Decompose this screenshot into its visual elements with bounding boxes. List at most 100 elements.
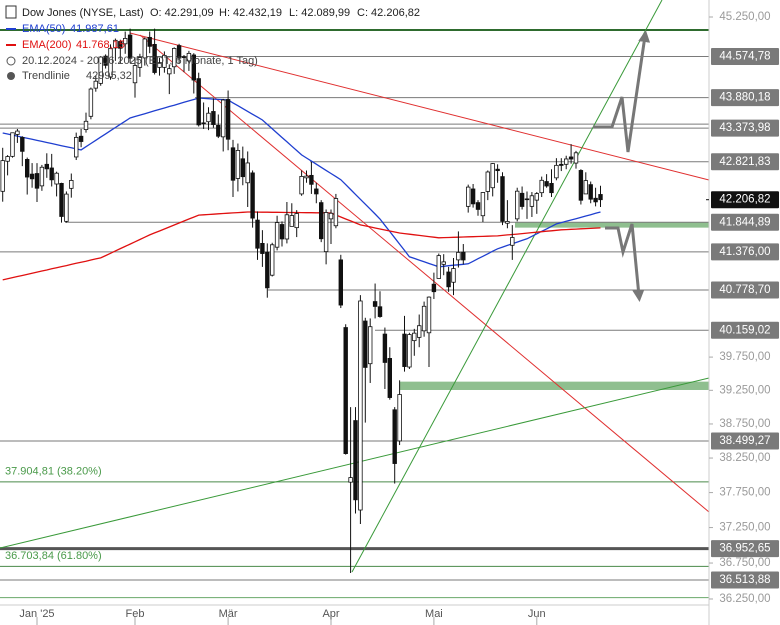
- candle-body: [186, 52, 192, 62]
- x-tick-label: Mär: [219, 608, 238, 620]
- trendline-name: Trendlinie: [22, 70, 70, 82]
- candle-body: [152, 43, 157, 73]
- candle-body: [191, 54, 196, 81]
- candle-body: [78, 135, 84, 142]
- candle-body: [83, 120, 89, 130]
- price-label: 43.880,18: [719, 92, 770, 104]
- x-tick-label: Apr: [322, 608, 339, 620]
- candle-body: [265, 251, 270, 289]
- candle-body: [461, 251, 466, 261]
- x-tick-label: Jan '25: [19, 608, 54, 620]
- candle-body: [260, 242, 265, 254]
- candle-body: [412, 332, 417, 342]
- trendline: [351, 0, 663, 573]
- legend-ema200-value: 41.768,15: [76, 39, 125, 51]
- candle-body: [328, 212, 334, 220]
- price-label: 36.513,88: [719, 574, 770, 586]
- candle-body: [274, 222, 280, 248]
- candle-body: [132, 65, 138, 84]
- price-label-box: [711, 571, 779, 589]
- candle-body: [142, 38, 147, 59]
- price-label-box: [711, 281, 779, 299]
- candle-body: [519, 192, 525, 207]
- candle-body: [15, 130, 20, 135]
- candle-body: [49, 167, 54, 181]
- fib-label: 36.703,84 (61.80%): [5, 550, 102, 562]
- candle-body: [284, 214, 290, 240]
- price-label-box: [711, 119, 779, 137]
- candle-body: [510, 237, 515, 246]
- y-tick-label: 45.250,00: [719, 11, 770, 23]
- candle-body: [578, 170, 584, 201]
- candle-body: [304, 175, 309, 179]
- candle-body: [5, 156, 10, 162]
- candle-body: [358, 300, 363, 511]
- ema-line: [2, 97, 601, 268]
- candle-body: [554, 164, 559, 179]
- y-tick-label: 36.250,00: [719, 593, 770, 605]
- candle-body: [387, 358, 392, 398]
- candle-body: [402, 333, 407, 367]
- period-icon: [6, 56, 16, 66]
- candle-body: [559, 163, 564, 166]
- candle-body: [235, 150, 241, 179]
- trendline-icon: [7, 72, 15, 80]
- ohlc-high: H: 42.432,19: [219, 7, 282, 19]
- ohlc-low: L: 42.089,99: [289, 7, 350, 19]
- candle-body: [323, 212, 329, 253]
- candle-body: [549, 182, 554, 194]
- candle-body: [441, 261, 446, 265]
- zone: [400, 381, 709, 390]
- candle-body: [59, 182, 64, 217]
- candle-body: [147, 36, 152, 47]
- candle-body: [407, 334, 412, 368]
- candle-body: [490, 163, 495, 189]
- candle-body: [10, 132, 15, 157]
- candle-body: [225, 99, 231, 140]
- price-label: 40.159,02: [719, 324, 770, 336]
- candle-body: [333, 198, 339, 227]
- candle-body: [515, 190, 520, 220]
- candle-body: [181, 56, 187, 58]
- price-label-box: [711, 432, 779, 450]
- ohlc-close: C: 42.206,82: [357, 7, 420, 19]
- candle-body: [382, 333, 388, 363]
- candle-body: [269, 244, 275, 276]
- y-tick-label: 39.750,00: [719, 351, 770, 363]
- candle-body: [480, 192, 486, 217]
- price-label: 43.373,98: [719, 122, 770, 134]
- y-tick-label: 37.750,00: [719, 487, 770, 499]
- x-tick-label: Feb: [126, 608, 145, 620]
- price-label-box: [711, 321, 779, 339]
- candle-body: [568, 156, 574, 160]
- instrument-icon: [5, 5, 17, 19]
- candle-body: [573, 152, 579, 164]
- candle-body: [118, 41, 123, 49]
- candle-body: [137, 57, 143, 68]
- period: 20.12.2024 - 20.06.2025 (EDT, 6 Monate, …: [22, 55, 258, 67]
- candle-body: [500, 176, 505, 222]
- ohlc-open: O: 42.291,09: [150, 7, 214, 19]
- candle-body: [34, 173, 40, 189]
- instrument-title: Dow Jones (NYSE, Last): [22, 7, 144, 19]
- candle-body: [206, 112, 211, 123]
- price-label: 42.821,83: [719, 156, 770, 168]
- candle-body: [524, 198, 530, 201]
- candle-body: [598, 194, 603, 201]
- price-label-box: [711, 540, 779, 558]
- candle-body: [505, 221, 510, 224]
- candle-body: [309, 174, 314, 185]
- trendline-value: 42995,32: [86, 70, 132, 82]
- candle-body: [113, 39, 118, 49]
- candle-body: [318, 202, 324, 240]
- candle-body: [539, 179, 544, 194]
- candle-body: [372, 301, 378, 307]
- candle-body: [157, 62, 162, 68]
- price-label-box: [711, 47, 779, 65]
- y-tick-label: 39.250,00: [719, 384, 770, 396]
- ema-line: [2, 211, 601, 281]
- legend-ema50-value: 41.987,61: [70, 23, 119, 35]
